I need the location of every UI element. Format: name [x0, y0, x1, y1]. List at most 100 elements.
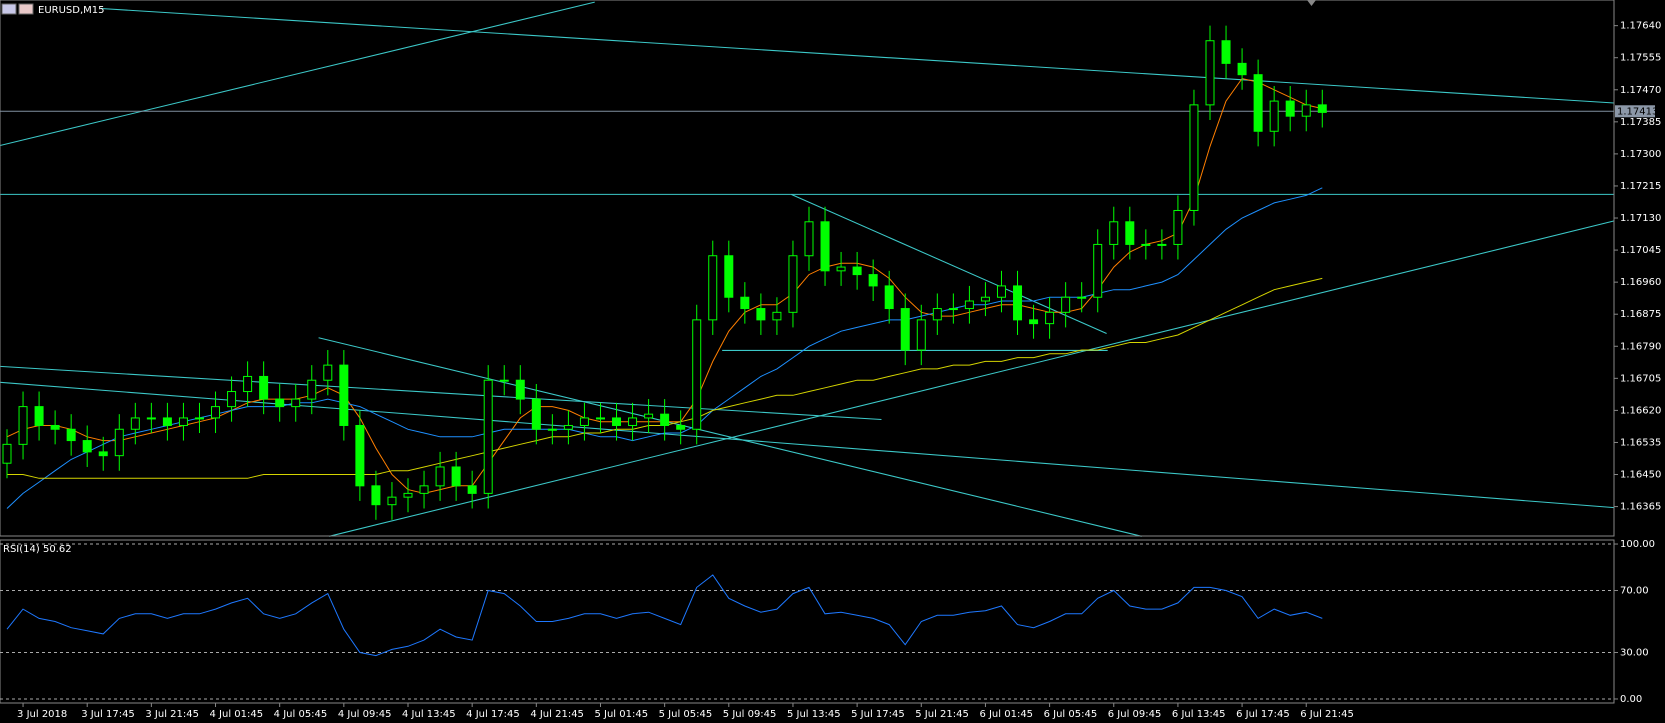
x-tick-label: 6 Jul 01:45	[979, 709, 1033, 720]
x-tick-label: 6 Jul 17:45	[1236, 709, 1290, 720]
candle-body	[162, 417, 172, 426]
candle-body	[98, 451, 108, 457]
candle-body	[66, 428, 76, 442]
candle-body	[1109, 221, 1119, 245]
x-tick-label: 5 Jul 21:45	[915, 709, 969, 720]
x-tick-label: 5 Jul 09:45	[723, 709, 777, 720]
rsi-tick-label: 70.00	[1620, 586, 1649, 597]
y-tick-label: 1.16450	[1620, 470, 1661, 481]
candle-body	[34, 406, 44, 426]
candle-body	[451, 466, 461, 487]
y-tick-label: 1.16620	[1620, 405, 1661, 416]
candle-body	[403, 492, 413, 498]
symbol-icon	[18, 3, 34, 15]
candle-body	[772, 311, 782, 321]
y-tick-label: 1.17470	[1620, 85, 1661, 96]
candle-body	[2, 443, 12, 464]
x-tick-label: 6 Jul 05:45	[1044, 709, 1098, 720]
candle-body	[467, 485, 477, 494]
x-tick-label: 3 Jul 21:45	[145, 709, 199, 720]
y-tick-label: 1.16705	[1620, 373, 1661, 384]
candle-body	[1285, 100, 1295, 117]
y-tick-label: 1.17045	[1620, 245, 1661, 256]
candle-body	[1013, 285, 1023, 321]
candle-body	[740, 296, 750, 310]
x-tick-label: 5 Jul 05:45	[659, 709, 713, 720]
rsi-tick-label: 0.00	[1620, 694, 1642, 705]
candle-body	[1301, 104, 1311, 117]
candle-body	[996, 285, 1006, 298]
trend-line	[790, 193, 1107, 334]
candle-body	[531, 398, 541, 430]
candle-body	[1253, 74, 1263, 132]
candle-body	[724, 255, 734, 298]
candle-body	[836, 266, 846, 272]
candle-body	[1221, 40, 1231, 64]
candle-body	[628, 417, 638, 426]
x-tick-label: 4 Jul 01:45	[210, 709, 264, 720]
x-tick-label: 3 Jul 2018	[17, 709, 67, 720]
x-tick-label: 6 Jul 21:45	[1300, 709, 1354, 720]
y-tick-label: 1.17130	[1620, 213, 1661, 224]
candle-body	[146, 417, 156, 420]
x-tick-label: 6 Jul 13:45	[1172, 709, 1226, 720]
candle-body	[900, 308, 910, 351]
candle-body	[211, 406, 221, 419]
candle-body	[820, 221, 830, 272]
candle-body	[932, 308, 942, 321]
y-tick-label: 1.16790	[1620, 341, 1661, 352]
y-tick-label: 1.16365	[1620, 502, 1661, 513]
x-tick-label: 4 Jul 05:45	[274, 709, 328, 720]
chart-title: EURUSD,M15	[38, 5, 104, 16]
candle-body	[852, 266, 862, 276]
candle-body	[339, 364, 349, 426]
x-tick-label: 5 Jul 13:45	[787, 709, 841, 720]
candle-body	[1317, 104, 1327, 113]
candle-body	[1029, 319, 1039, 325]
y-tick-label: 1.17215	[1620, 181, 1661, 192]
candle-body	[275, 398, 285, 408]
trend-line	[318, 337, 1142, 537]
main-panel-border	[0, 0, 1615, 537]
candle-body	[419, 485, 429, 494]
rsi-tick-label: 30.00	[1620, 647, 1649, 658]
candle-body	[884, 285, 894, 310]
candle-body	[178, 417, 188, 426]
candle-body	[1061, 296, 1071, 313]
trend-line	[329, 220, 1615, 537]
y-tick-label: 1.17640	[1620, 21, 1661, 32]
candle-body	[1093, 243, 1103, 298]
y-tick-label: 1.16960	[1620, 277, 1661, 288]
y-tick-label: 1.17555	[1620, 53, 1661, 64]
last-price-label: 1.17413	[1617, 106, 1658, 117]
last-price-box	[1615, 105, 1655, 118]
trend-line	[0, 1, 595, 147]
candle-body	[868, 274, 878, 287]
candle-body	[515, 379, 525, 400]
candle-body	[980, 296, 990, 302]
candle-body	[114, 428, 124, 457]
symbol-icon	[1, 3, 17, 15]
candle-body	[50, 424, 60, 430]
candle-body	[676, 424, 686, 430]
candle-body	[1173, 209, 1183, 245]
rsi-line	[6, 574, 1323, 657]
candle-body	[563, 424, 573, 430]
candle-body	[483, 379, 493, 494]
trend-line	[0, 381, 1615, 509]
candle-body	[756, 308, 766, 321]
candle-body	[692, 319, 702, 430]
trend-line	[100, 7, 1615, 104]
candle-body	[612, 417, 622, 426]
candle-body	[18, 406, 28, 445]
candle-body	[1157, 243, 1167, 246]
trend-line	[0, 365, 882, 421]
x-tick-label: 5 Jul 01:45	[594, 709, 648, 720]
candle-body	[1189, 104, 1199, 211]
candle-body	[1125, 221, 1135, 245]
candle-body	[291, 398, 301, 408]
candle-body	[644, 413, 654, 419]
candle-body	[307, 379, 317, 400]
